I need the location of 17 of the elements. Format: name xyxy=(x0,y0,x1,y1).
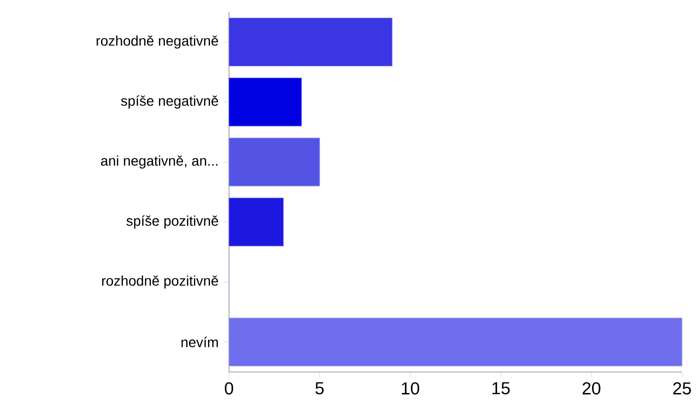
bar xyxy=(228,318,682,366)
y-tick-label: rozhodně negativně xyxy=(96,35,218,49)
x-tick-label: 0 xyxy=(224,382,234,395)
x-tick-label: 10 xyxy=(402,382,420,395)
y-tick-label: nevím xyxy=(182,336,218,348)
x-tick-label: 25 xyxy=(673,382,691,395)
x-tick-label: 5 xyxy=(315,382,324,394)
x-tick-label: 15 xyxy=(492,382,510,394)
y-tick-label: spíše pozitivně xyxy=(126,215,218,229)
bar xyxy=(228,78,302,126)
bar xyxy=(228,138,320,186)
y-tick-label: spíše negativně xyxy=(121,95,218,109)
bar xyxy=(228,198,284,246)
y-tick-label: rozhodně pozitivně xyxy=(102,275,218,289)
y-tick-label: ani negativně, an... xyxy=(101,155,218,169)
x-tick-label: 20 xyxy=(582,382,600,395)
bar xyxy=(228,18,392,66)
